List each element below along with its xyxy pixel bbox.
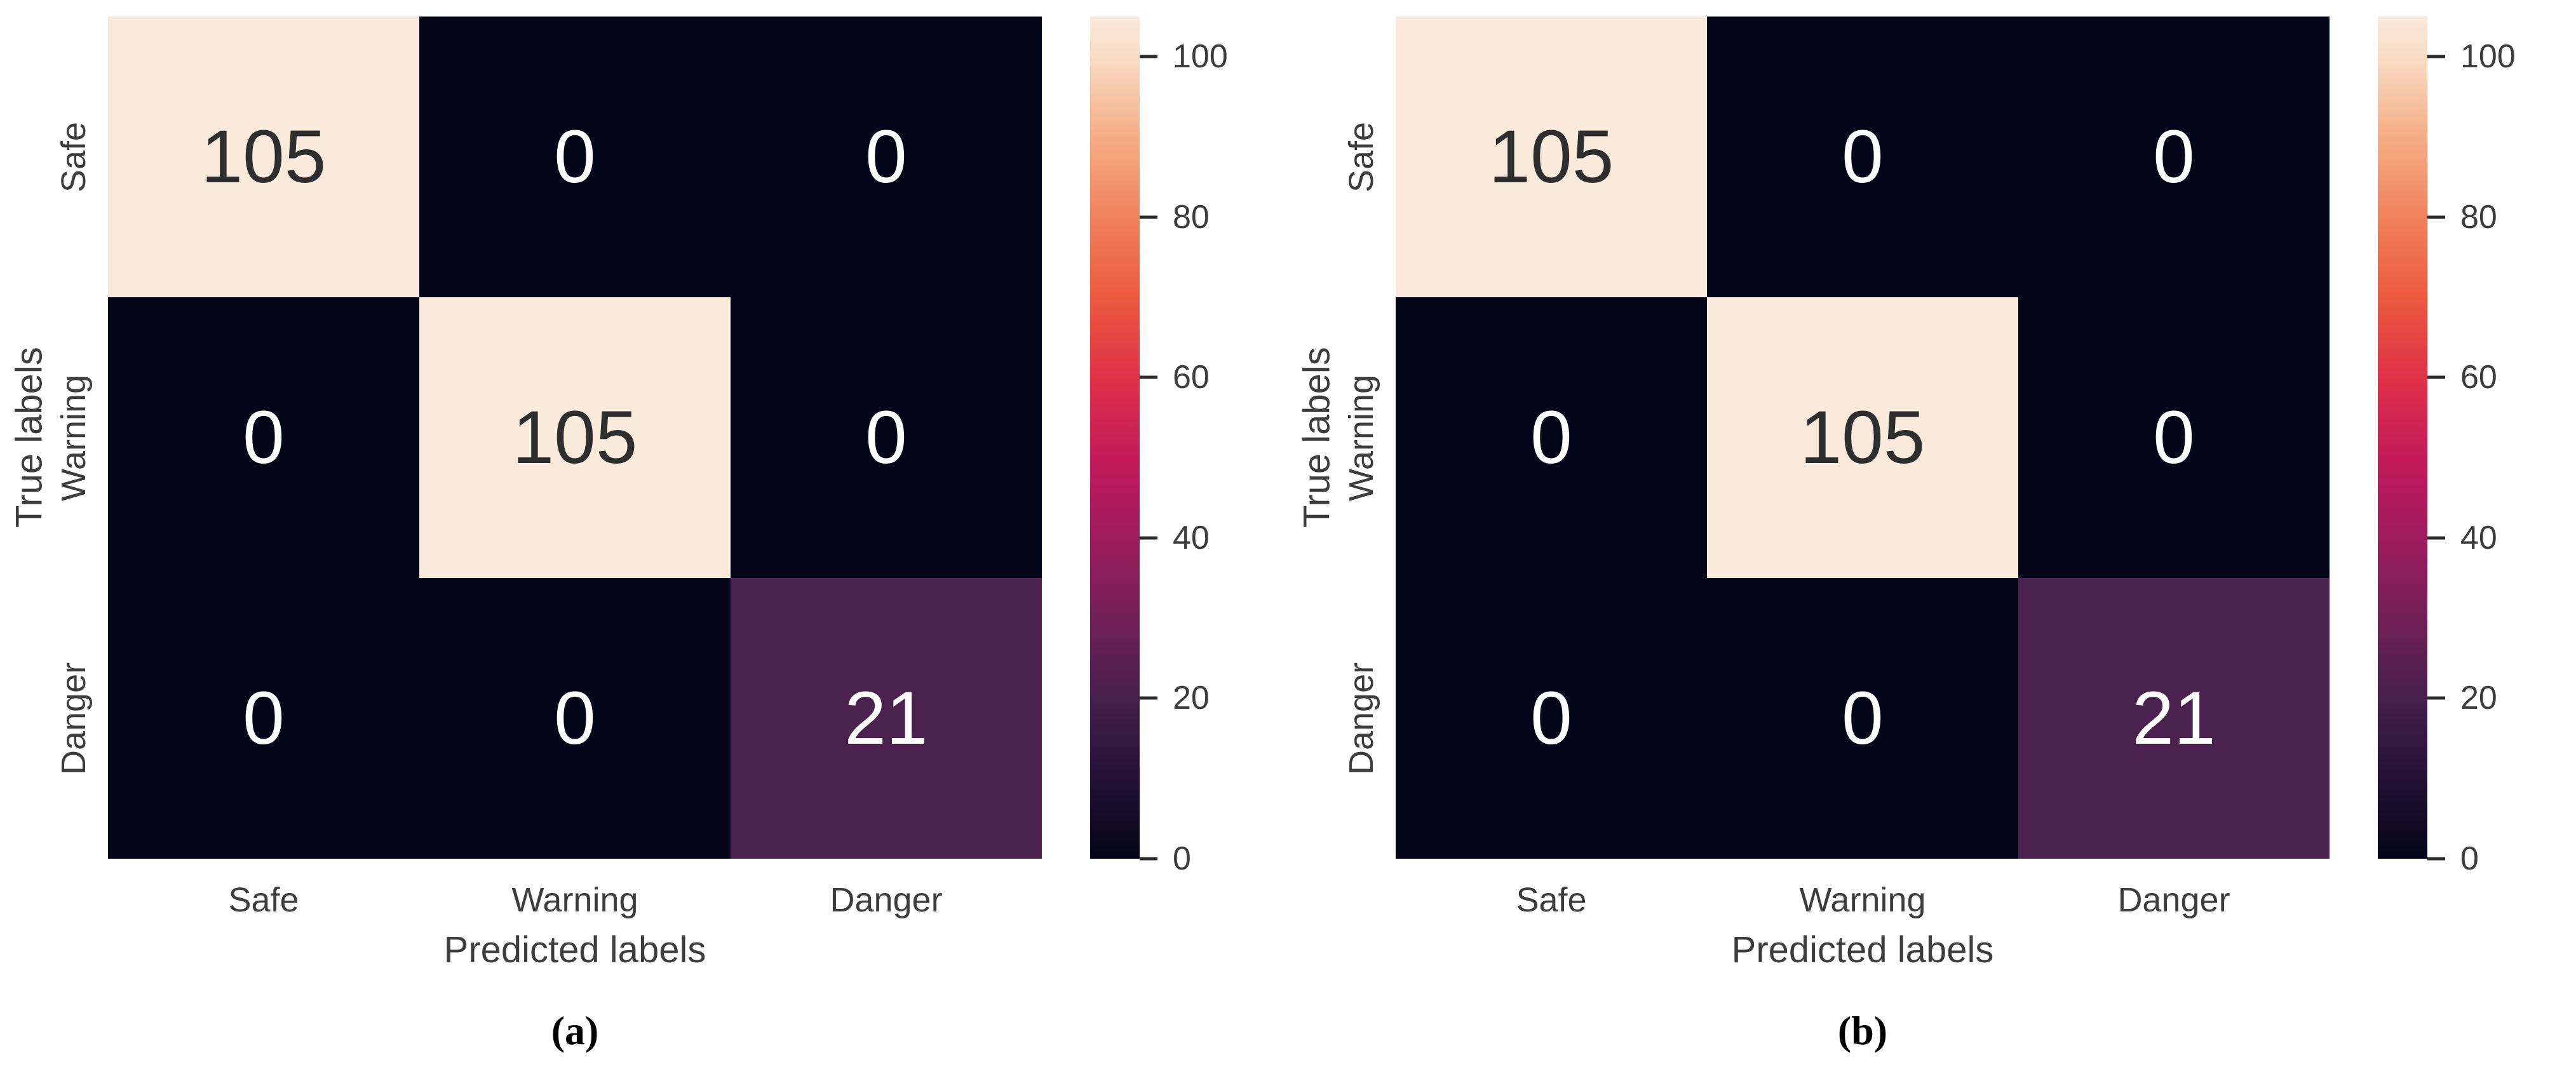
x-tick-warning: Warning [511, 881, 638, 919]
matrix-cell: 0 [1707, 17, 2018, 297]
matrix-cell: 0 [419, 578, 731, 859]
confusion-matrix-panel-b: True labels Safe Warning Danger 105 0 0 … [1288, 0, 2575, 1088]
matrix-cell: 0 [2018, 297, 2330, 578]
colorbar-tick-mark [2427, 55, 2445, 58]
colorbar-tick-label: 100 [2460, 38, 2516, 76]
matrix-cell: 105 [1707, 297, 2018, 578]
x-tick-danger: Danger [2117, 881, 2230, 919]
y-tick-warning: Warning [1342, 374, 1380, 501]
matrix-cell: 0 [1396, 578, 1707, 859]
colorbar-tick-label: 0 [1173, 840, 1191, 877]
colorbar-tick-label: 60 [1173, 359, 1210, 396]
colorbar-tick-mark [1140, 536, 1157, 540]
colorbar-tick-mark [1140, 857, 1157, 861]
colorbar-tick-label: 0 [2460, 840, 2479, 877]
matrix-cell: 0 [108, 297, 419, 578]
colorbar [2378, 17, 2427, 859]
matrix-cell: 0 [731, 297, 1042, 578]
colorbar-tick-label: 40 [2460, 519, 2497, 556]
colorbar-tick-mark [2427, 375, 2445, 379]
colorbar-tick-mark [2427, 857, 2445, 861]
y-tick-danger: Danger [55, 662, 93, 775]
colorbar-tick-label: 100 [1173, 38, 1228, 76]
y-tick-warning: Warning [55, 374, 93, 501]
colorbar-labels: 0 20 40 60 80 100 [2460, 17, 2562, 877]
colorbar-tick-mark [2427, 215, 2445, 219]
colorbar-tick-mark [1140, 55, 1157, 58]
y-axis-label: True labels [8, 347, 50, 528]
x-tick-danger: Danger [830, 881, 943, 919]
matrix-cell: 0 [1396, 297, 1707, 578]
colorbar-tick-mark [1140, 696, 1157, 700]
matrix-cell: 0 [419, 17, 731, 297]
x-tick-safe: Safe [1516, 881, 1587, 919]
colorbar-tick-label: 80 [1173, 198, 1210, 236]
y-axis-label: True labels [1296, 347, 1338, 528]
matrix-cell: 0 [731, 17, 1042, 297]
x-axis-label: Predicted labels [443, 929, 706, 970]
y-tick-safe: Safe [1342, 121, 1380, 192]
y-tick-danger: Danger [1342, 662, 1380, 775]
matrix-cell: 21 [2018, 578, 2330, 859]
colorbar [1090, 17, 1140, 859]
colorbar-labels: 0 20 40 60 80 100 [1173, 17, 1274, 877]
colorbar-tick-label: 80 [2460, 198, 2497, 236]
matrix-cell: 21 [731, 578, 1042, 859]
colorbar-tick-mark [1140, 375, 1157, 379]
confusion-matrix-panel-a: True labels Safe Warning Danger 105 0 0 … [8, 17, 1274, 1053]
matrix-cell: 105 [419, 297, 731, 578]
heatmap-grid: 105 0 0 0 105 0 0 0 21 [1396, 17, 2330, 859]
colorbar-tick-label: 20 [2460, 680, 2497, 717]
y-tick-safe: Safe [55, 121, 93, 192]
matrix-cell: 0 [2018, 17, 2330, 297]
colorbar-tick-mark [1140, 215, 1157, 219]
colorbar-tick-mark [2427, 696, 2445, 700]
matrix-cell: 105 [108, 17, 419, 297]
x-axis-label: Predicted labels [1731, 929, 1994, 970]
colorbar-ticks [1140, 17, 1161, 861]
matrix-cell: 0 [108, 578, 419, 859]
matrix-cell: 0 [1707, 578, 2018, 859]
subfigure-caption-b: (b) [1837, 1008, 1888, 1053]
colorbar-tick-mark [2427, 536, 2445, 540]
subfigure-caption-a: (a) [551, 1008, 599, 1053]
x-tick-safe: Safe [228, 881, 299, 919]
colorbar-ticks [2427, 17, 2449, 861]
colorbar-tick-label: 40 [1173, 519, 1210, 556]
matrix-cell: 105 [1396, 17, 1707, 297]
x-tick-warning: Warning [1799, 881, 1926, 919]
colorbar-tick-label: 20 [1173, 680, 1210, 717]
colorbar-tick-label: 60 [2460, 359, 2497, 396]
heatmap-grid: 105 0 0 0 105 0 0 0 21 [108, 17, 1042, 859]
